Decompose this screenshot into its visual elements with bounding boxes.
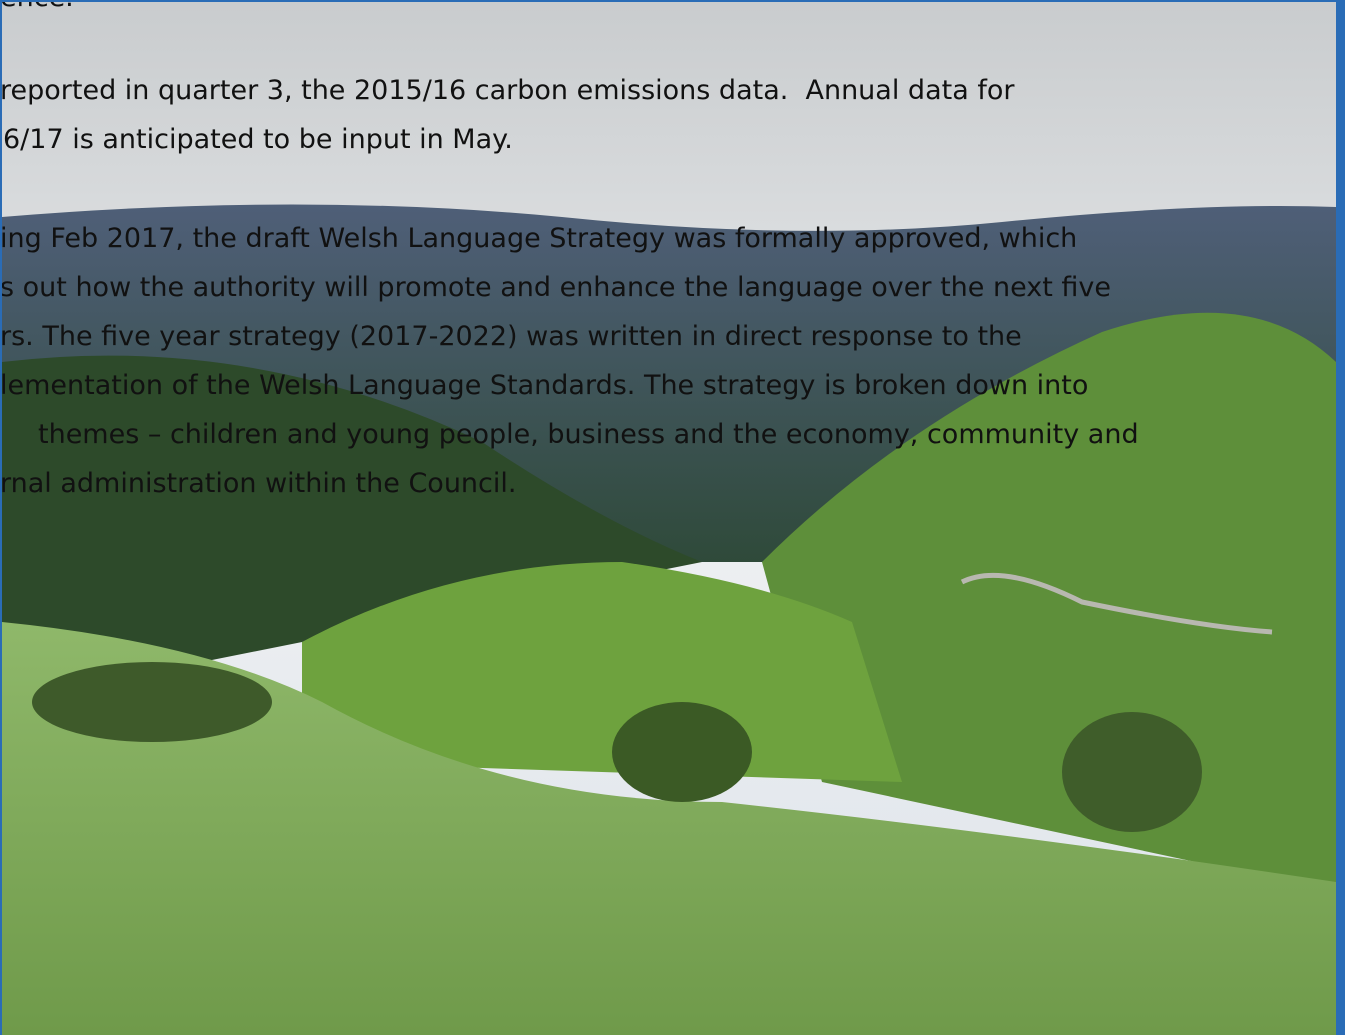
text-line: rnal administration within the Council. [2,468,516,500]
text-line: ing Feb 2017, the draft Welsh Language S… [2,223,1077,255]
text-line: 6/17 is anticipated to be input in May. [3,124,513,156]
slide: ence. reported in quarter 3, the 2015/16 … [2,2,1336,1035]
text-line: ence. [2,2,74,14]
text-line: reported in quarter 3, the 2015/16 carbo… [2,75,1014,107]
page: ence. reported in quarter 3, the 2015/16 … [0,0,1345,1035]
landscape-photo [2,2,1336,1035]
text-line: s out how the authority will promote and… [2,272,1111,304]
text-line: themes – children and young people, busi… [38,419,1139,451]
text-line: lementation of the Welsh Language Standa… [2,370,1088,402]
text-line: rs. The five year strategy (2017-2022) w… [2,321,1022,353]
